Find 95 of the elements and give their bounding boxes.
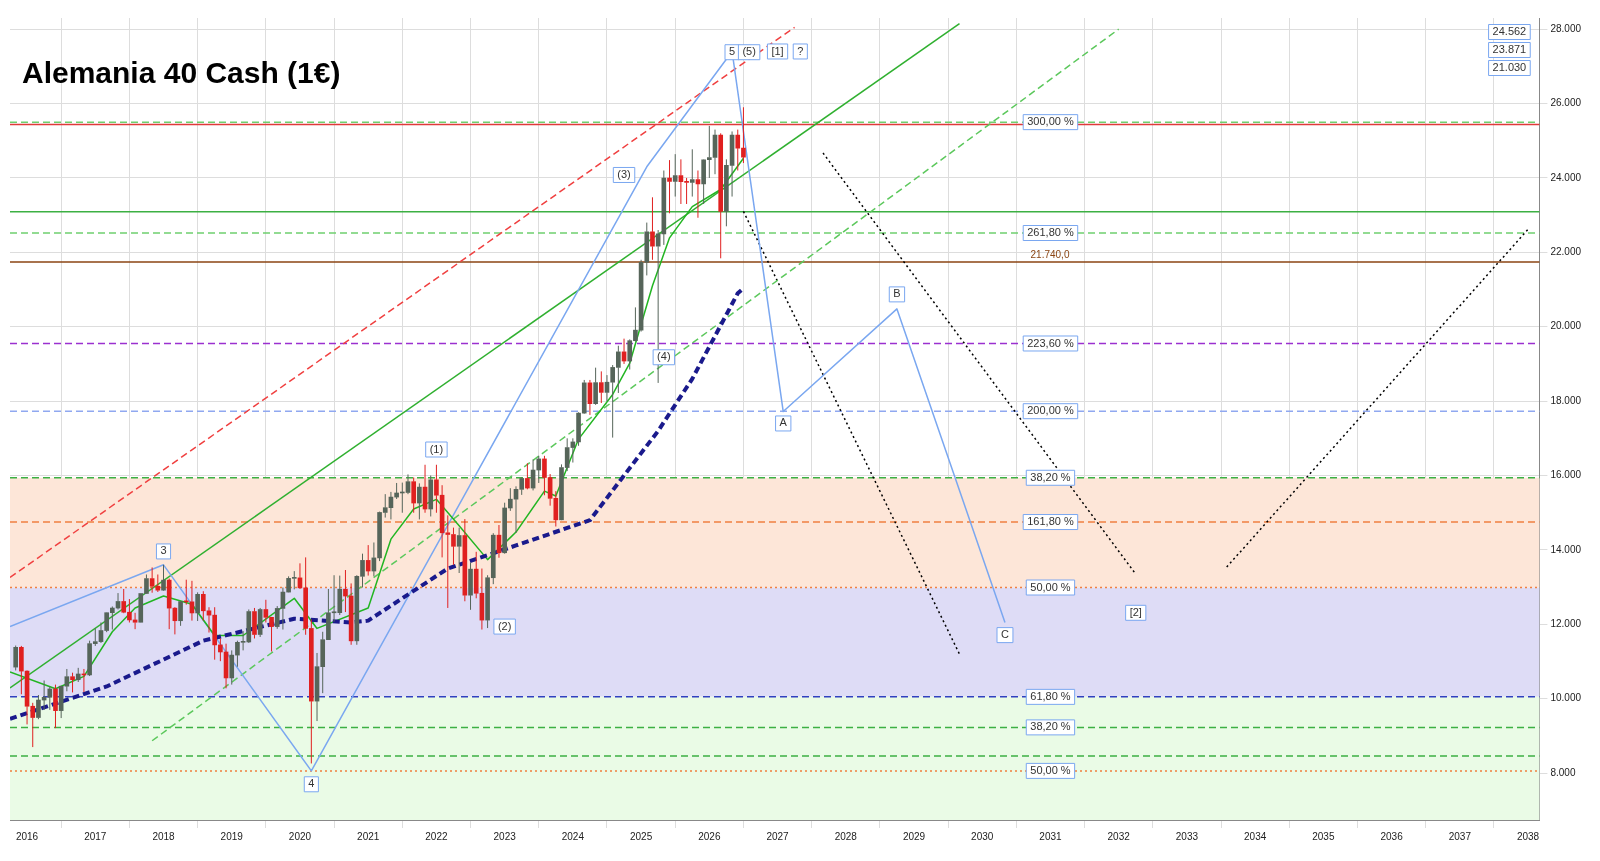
candlestick bbox=[718, 132, 724, 259]
x-tick-label: 2037 bbox=[1448, 830, 1472, 842]
candlestick bbox=[411, 476, 416, 514]
candlestick bbox=[650, 196, 655, 261]
annotation: 200,00 % bbox=[1027, 404, 1074, 417]
annotation: A bbox=[779, 416, 788, 429]
candlestick bbox=[252, 607, 257, 639]
x-tick-label: 2027 bbox=[766, 830, 790, 842]
candlestick bbox=[161, 564, 166, 591]
candlestick bbox=[343, 569, 348, 613]
candlestick bbox=[468, 562, 473, 611]
annotation: 3 bbox=[160, 544, 167, 557]
annotation: 223,60 % bbox=[1027, 336, 1074, 349]
y-tick-label: 8.000 bbox=[1550, 766, 1576, 778]
y-tick-label: 18.000 bbox=[1550, 394, 1582, 406]
y-tick-label: 14.000 bbox=[1550, 543, 1582, 555]
annotation: C bbox=[1001, 628, 1009, 641]
annotation: 161,80 % bbox=[1027, 515, 1074, 528]
x-tick-label: 2032 bbox=[1107, 830, 1131, 842]
annotation: 4 bbox=[308, 777, 315, 790]
x-tick-label: 2030 bbox=[971, 830, 994, 842]
annotation: (4) bbox=[657, 350, 671, 363]
candlestick bbox=[689, 148, 695, 198]
annotation: (5) bbox=[742, 45, 756, 58]
ref-line-label: 21.740,0 bbox=[1030, 248, 1070, 260]
y-tick-label: 24.000 bbox=[1550, 171, 1582, 183]
x-tick-label: 2022 bbox=[425, 830, 448, 842]
candlestick bbox=[19, 646, 24, 695]
x-tick-label: 2031 bbox=[1039, 830, 1063, 842]
x-tick-label: 2029 bbox=[902, 830, 926, 842]
x-tick-label: 2016 bbox=[15, 830, 39, 842]
x-tick-label: 2017 bbox=[84, 830, 107, 842]
x-tick-label: 2021 bbox=[357, 830, 380, 842]
candlestick bbox=[394, 482, 399, 500]
x-tick-label: 2023 bbox=[493, 830, 517, 842]
x-tick-label: 2038 bbox=[1516, 830, 1540, 842]
annotation: (2) bbox=[497, 619, 512, 632]
candlestick bbox=[417, 482, 422, 520]
x-tick-label: 2020 bbox=[288, 830, 312, 842]
y-tick-label: 20.000 bbox=[1550, 320, 1582, 332]
candlestick bbox=[536, 455, 542, 484]
candlestick bbox=[593, 367, 598, 404]
x-tick-label: 2025 bbox=[629, 830, 653, 842]
candlestick bbox=[229, 649, 235, 686]
y-tick-label: 12.000 bbox=[1550, 618, 1582, 630]
annotation: ? bbox=[797, 44, 804, 57]
annotation: 38,20 % bbox=[1030, 470, 1071, 483]
annotation: 21.030 bbox=[1492, 61, 1527, 74]
candlestick bbox=[428, 475, 434, 517]
candlestick bbox=[212, 606, 218, 661]
y-tick-label: 22.000 bbox=[1550, 246, 1582, 258]
candlestick bbox=[166, 578, 172, 630]
annotation: B bbox=[893, 287, 901, 300]
y-tick-label: 10.000 bbox=[1550, 692, 1582, 704]
annotation: (1) bbox=[429, 442, 444, 455]
annotation: 38,20 % bbox=[1030, 720, 1071, 733]
candlestick bbox=[195, 591, 200, 622]
y-tick-label: 28.000 bbox=[1550, 22, 1582, 34]
annotation: 23.871 bbox=[1492, 43, 1527, 56]
x-tick-label: 2026 bbox=[698, 830, 721, 842]
annotation: [1] bbox=[771, 44, 784, 57]
annotation: 24.562 bbox=[1492, 25, 1527, 38]
x-tick-label: 2018 bbox=[152, 830, 176, 842]
annotation: 300,00 % bbox=[1027, 115, 1074, 128]
candlestick bbox=[502, 502, 507, 554]
candlestick bbox=[508, 487, 513, 512]
candlestick bbox=[70, 672, 75, 693]
text: Alemania 40 Cash (1€) bbox=[22, 56, 341, 90]
candlestick bbox=[365, 544, 371, 577]
x-tick-label: 2034 bbox=[1244, 830, 1267, 842]
annotation: [2] bbox=[1129, 605, 1142, 618]
candlestick bbox=[667, 159, 672, 214]
annotation: 50,00 % bbox=[1030, 763, 1071, 776]
x-tick-label: 2024 bbox=[561, 830, 585, 842]
annotation: (3) bbox=[617, 168, 631, 181]
annotation: 261,80 % bbox=[1027, 226, 1074, 239]
x-tick-label: 2028 bbox=[834, 830, 858, 842]
y-tick-label: 16.000 bbox=[1550, 469, 1582, 481]
x-tick-label: 2019 bbox=[220, 830, 244, 842]
annotation: 61,80 % bbox=[1030, 689, 1071, 702]
x-tick-label: 2036 bbox=[1380, 830, 1404, 842]
candlestick bbox=[75, 667, 81, 683]
candlestick bbox=[218, 637, 223, 662]
y-tick-label: 26.000 bbox=[1550, 97, 1582, 109]
candlestick bbox=[576, 412, 581, 447]
candlestick bbox=[598, 370, 604, 404]
candlestick bbox=[581, 379, 587, 414]
candlestick bbox=[525, 462, 530, 489]
annotation: 5 bbox=[729, 45, 736, 58]
x-tick-label: 2035 bbox=[1312, 830, 1335, 842]
candlestick bbox=[53, 684, 58, 729]
annotation: 50,00 % bbox=[1030, 580, 1071, 593]
x-tick-label: 2033 bbox=[1175, 830, 1199, 842]
candlestick bbox=[672, 153, 678, 198]
candlestick bbox=[178, 601, 183, 627]
